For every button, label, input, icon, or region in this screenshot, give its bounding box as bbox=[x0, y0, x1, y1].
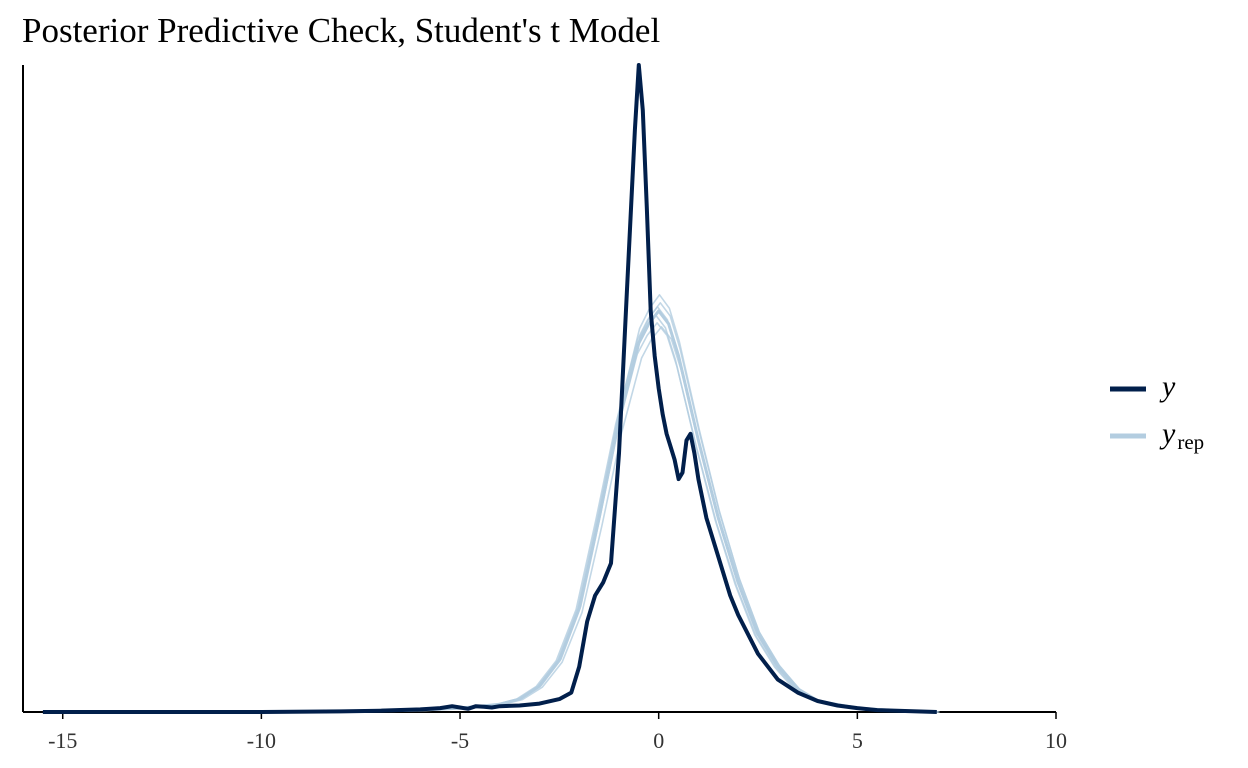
plot-area: -15 -10 -5 0 5 10 bbox=[22, 63, 1067, 753]
x-tick-label: -15 bbox=[48, 728, 77, 753]
x-tick-label: -10 bbox=[247, 728, 276, 753]
y-density-line bbox=[42, 63, 937, 714]
x-tick-label: -5 bbox=[451, 728, 469, 753]
legend: y yrep bbox=[1110, 370, 1204, 454]
x-axis-ticks: -15 -10 -5 0 5 10 bbox=[48, 712, 1067, 753]
legend-item-yrep: yrep bbox=[1110, 417, 1204, 454]
legend-label-y: y bbox=[1159, 370, 1176, 403]
yrep-density-lines bbox=[337, 294, 940, 714]
yrep-series-line bbox=[337, 314, 934, 713]
legend-item-y: y bbox=[1110, 370, 1176, 403]
yrep-series-line bbox=[339, 306, 936, 713]
y-series-line bbox=[42, 63, 937, 714]
x-tick-label: 0 bbox=[653, 728, 664, 753]
yrep-series-line bbox=[341, 294, 938, 713]
chart-title: Posterior Predictive Check, Student's t … bbox=[22, 11, 660, 50]
x-tick-label: 5 bbox=[852, 728, 863, 753]
x-tick-label: 10 bbox=[1045, 728, 1067, 753]
yrep-series-line bbox=[343, 326, 940, 713]
yrep-series-line bbox=[339, 322, 936, 713]
legend-label-yrep: yrep bbox=[1159, 417, 1204, 454]
